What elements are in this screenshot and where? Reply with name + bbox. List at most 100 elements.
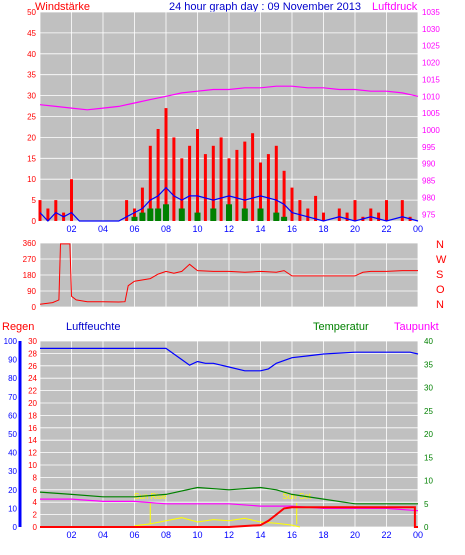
- y-tick-label-pressure: 1020: [422, 59, 440, 68]
- x-tick-label: 00: [413, 224, 423, 234]
- y-tick-label-rain: 20: [28, 399, 37, 408]
- y-tick-label-humidity: 50: [8, 430, 17, 439]
- y-tick-label-wind: 5: [32, 196, 37, 205]
- y-tick-label-temperature: 5: [424, 500, 429, 509]
- y-tick-label-pressure: 1015: [422, 75, 440, 84]
- compass-label: N: [436, 299, 444, 311]
- y-tick-label-humidity: 30: [8, 467, 17, 476]
- x-tick-label: 10: [192, 224, 202, 234]
- y-tick-label-temperature: 40: [424, 337, 433, 346]
- wind-direction-line: [39, 243, 418, 305]
- y-tick-label-humidity: 100: [4, 337, 18, 346]
- chart-title: 24 hour graph day : 09 November 2013: [169, 1, 361, 13]
- x-tick-label: 16: [287, 530, 297, 540]
- y-tick-label-humidity: 60: [8, 411, 17, 420]
- humidity-temperature-panel: 02 04 06 08 10 12 14 16 18 20 22 000102030405060708…: [4, 337, 434, 540]
- compass-label: N: [436, 239, 444, 251]
- wind-green-bar: [155, 208, 162, 221]
- wind-blue-line: [39, 186, 419, 222]
- wind-speed-label: Windstärke: [35, 1, 90, 13]
- x-tick-label: 06: [129, 224, 139, 234]
- x-tick-label: 08: [161, 224, 171, 234]
- wind-speed-bar: [38, 200, 42, 221]
- y-tick-label-humidity: 90: [8, 356, 17, 365]
- y-tick-label-humidity: 80: [8, 374, 17, 383]
- x-tick-label: 00: [413, 530, 423, 540]
- wind-speed-bar: [353, 200, 357, 221]
- y-tick-label-pressure: 1035: [422, 8, 440, 17]
- y-tick-label-rain: 16: [28, 424, 37, 433]
- y-tick-label-temperature: 0: [424, 523, 429, 532]
- dewpoint-line: [40, 498, 419, 512]
- x-tick-label: 18: [318, 530, 328, 540]
- dewpoint-label: Taupunkt: [394, 321, 439, 333]
- y-tick-label-wind: 30: [27, 92, 36, 101]
- x-tick-label: 20: [350, 224, 360, 234]
- rain-line: [40, 506, 418, 528]
- x-tick-label: 20: [350, 530, 360, 540]
- sun-marker-label: Sun Set: [282, 492, 311, 501]
- y-tick-label-rain: 28: [28, 349, 37, 358]
- wind-green-bar: [178, 208, 185, 221]
- y-tick-label-direction: 270: [23, 255, 37, 264]
- wind-green-bar: [194, 212, 201, 221]
- wind-speed-bar: [180, 158, 184, 221]
- x-tick-label: 04: [98, 530, 108, 540]
- wind-green-bar: [163, 204, 169, 221]
- sun-marker-label: Sun Rise: [134, 492, 167, 501]
- x-tick-label: 02: [66, 224, 76, 234]
- wind-speed-bar: [337, 208, 341, 221]
- y-tick-label-rain: 30: [28, 337, 37, 346]
- y-tick-label-pressure: 1005: [422, 109, 440, 118]
- y-tick-label-pressure: 1025: [422, 42, 440, 51]
- y-tick-label-rain: 18: [28, 411, 37, 420]
- temperature-line: [39, 486, 418, 505]
- wind-speed-bar: [188, 145, 192, 221]
- wind-speed-bar: [400, 200, 404, 221]
- x-tick-label: 18: [318, 224, 328, 234]
- y-tick-label-wind: 20: [27, 133, 36, 142]
- y-tick-label-rain: 2: [33, 511, 38, 520]
- x-tick-label: 14: [255, 530, 265, 540]
- wind-pressure-panel: 02 04 06 08 10 12 14 16 18 20 22 000510152025303540…: [27, 8, 440, 234]
- y-tick-label-wind: 45: [27, 29, 36, 38]
- y-tick-label-wind: 0: [32, 217, 37, 226]
- y-tick-label-pressure: 1000: [422, 126, 440, 135]
- wind-speed-bar: [235, 149, 239, 221]
- wind-green-bar: [257, 208, 264, 221]
- wind-speed-bar: [70, 179, 73, 221]
- wind-green-bar: [241, 208, 248, 221]
- y-tick-label-direction: 360: [23, 239, 37, 248]
- wind-speed-bar: [306, 208, 310, 221]
- wind-speed-bar: [133, 208, 136, 221]
- y-tick-label-wind: 40: [27, 50, 36, 59]
- x-tick-label: 10: [192, 530, 202, 540]
- wind-speed-bar: [211, 145, 215, 221]
- y-tick-label-humidity: 0: [13, 523, 18, 532]
- compass-label: O: [436, 284, 445, 296]
- wind-green-bar: [139, 212, 146, 221]
- x-tick-label: 12: [224, 224, 234, 234]
- x-tick-label: 04: [98, 224, 108, 234]
- y-tick-label-rain: 6: [33, 486, 38, 495]
- y-tick-label-wind: 25: [27, 113, 36, 122]
- y-tick-label-humidity: 40: [8, 449, 17, 458]
- x-tick-label: 12: [224, 530, 234, 540]
- x-tick-label: 02: [66, 530, 76, 540]
- wind-speed-bar: [156, 129, 160, 221]
- wind-speed-bar: [140, 187, 144, 221]
- x-tick-label: 22: [381, 224, 391, 234]
- y-tick-label-rain: 14: [28, 436, 37, 445]
- y-tick-label-direction: 0: [32, 303, 37, 312]
- y-tick-label-pressure: 1030: [422, 25, 440, 34]
- temperature-label: Temperatur: [313, 321, 369, 333]
- wind-speed-bar: [227, 158, 231, 221]
- rain-label: Regen: [2, 321, 34, 333]
- x-tick-label: 16: [287, 224, 297, 234]
- wind-speed-bar: [251, 133, 255, 221]
- y-tick-label-temperature: 10: [424, 477, 433, 486]
- sun-line: [134, 517, 301, 528]
- y-tick-label-pressure: 995: [422, 143, 436, 152]
- wind-green-bar: [210, 208, 217, 221]
